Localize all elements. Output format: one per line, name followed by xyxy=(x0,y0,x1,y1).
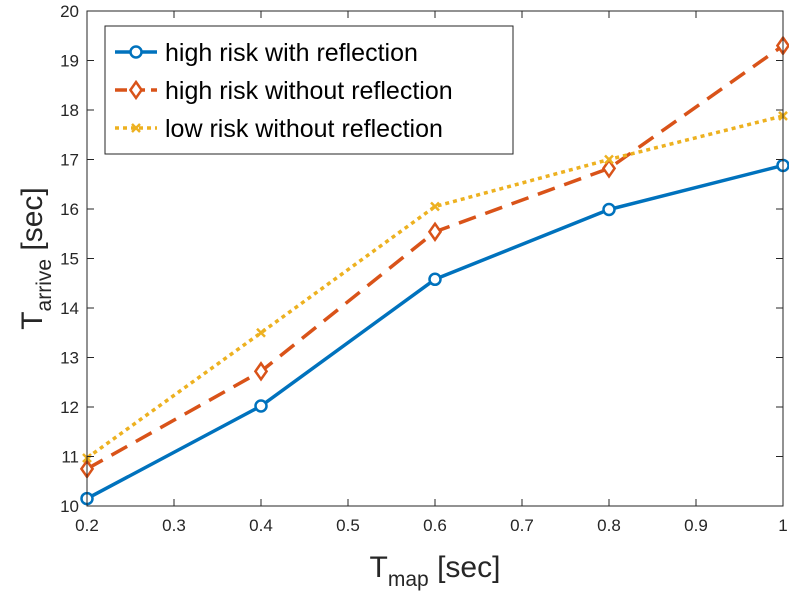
legend-marker-2 xyxy=(128,79,144,101)
y-axis: 10 11 12 13 14 15 16 17 18 19 20 xyxy=(60,2,783,516)
y-tick-label: 10 xyxy=(60,497,79,516)
legend-box xyxy=(104,25,514,155)
legend-label-2: high risk without reflection xyxy=(165,77,453,105)
x-tick-label: 0.3 xyxy=(162,516,186,535)
x-tick-label: 0.5 xyxy=(336,516,360,535)
series-3-point xyxy=(430,201,440,212)
x-axis-title-unit: [sec] xyxy=(429,551,501,584)
y-tick-label: 19 xyxy=(60,52,79,71)
y-tick-label: 12 xyxy=(60,398,79,417)
legend-label-1: high risk with reflection xyxy=(165,39,418,67)
x-axis: 0.2 0.3 0.4 0.5 0.6 0.7 0.8 0.9 1 xyxy=(75,11,788,535)
series-1-point xyxy=(602,202,616,217)
plot-area xyxy=(79,35,789,506)
y-tick-label: 13 xyxy=(60,349,79,368)
x-tick-label: 0.2 xyxy=(75,516,99,535)
x-tick-label: 0.7 xyxy=(510,516,534,535)
legend: high risk with reflection high risk witho… xyxy=(104,25,514,155)
y-tick-label: 16 xyxy=(60,200,79,219)
x-tick-label: 0.6 xyxy=(423,516,447,535)
x-tick-label: 0.8 xyxy=(597,516,621,535)
series-2-point xyxy=(427,221,443,242)
series-2-point xyxy=(253,361,269,382)
y-tick-label: 18 xyxy=(60,101,79,120)
y-axis-title-unit: [sec] xyxy=(16,187,49,259)
legend-marker-3 xyxy=(131,123,141,133)
y-tick-label: 15 xyxy=(60,250,79,269)
series-line-3 xyxy=(85,114,784,460)
series-3-point xyxy=(604,154,614,165)
y-axis-title-main: T xyxy=(16,311,49,329)
y-tick-label: 20 xyxy=(60,2,79,21)
x-axis-title-main: T xyxy=(370,551,388,584)
legend-label-3: low risk without reflection xyxy=(165,115,443,143)
x-tick-label: 0.4 xyxy=(249,516,273,535)
x-axis-title: Tmap [sec] xyxy=(370,551,501,591)
y-tick-label: 17 xyxy=(60,151,79,170)
y-tick-label: 14 xyxy=(60,299,79,318)
y-tick-label: 11 xyxy=(61,448,79,467)
x-tick-label: 1 xyxy=(778,516,787,535)
x-tick-label: 0.9 xyxy=(684,516,708,535)
series-2-point xyxy=(601,158,617,179)
y-axis-title: Tarrive [sec] xyxy=(16,187,56,330)
series-1-point xyxy=(254,399,268,413)
legend-marker-1 xyxy=(129,45,143,59)
y-axis-title-subscript: arrive xyxy=(33,259,56,312)
series-line-1 xyxy=(86,163,784,501)
series-1-point xyxy=(428,272,442,287)
series-3-point xyxy=(256,327,266,338)
x-axis-title-subscript: map xyxy=(388,568,429,591)
